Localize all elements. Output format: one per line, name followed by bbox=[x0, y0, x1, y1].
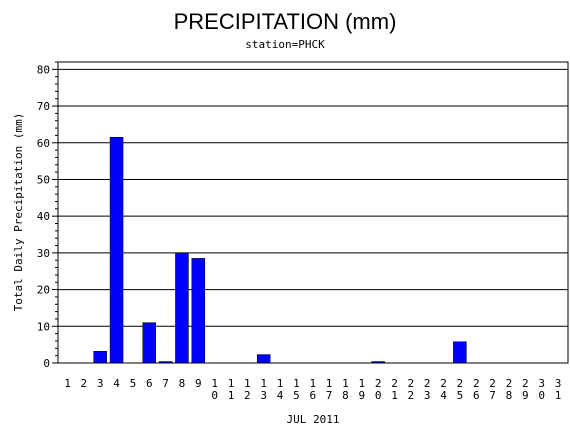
x-tick-label: 7 bbox=[162, 377, 169, 390]
x-tick-label: 6 bbox=[146, 377, 153, 390]
y-tick-label: 50 bbox=[37, 173, 50, 186]
y-tick-label: 80 bbox=[37, 63, 50, 76]
x-axis-ticks: 1 2 3 4 5 6 7 8 9 1 01 11 21 31 41 51 61 71 81 92 02 12 22 32 42… bbox=[64, 377, 561, 402]
x-tick-label: 5 bbox=[130, 377, 137, 390]
x-tick-label: 3 bbox=[97, 377, 104, 390]
y-tick-label: 0 bbox=[43, 357, 50, 370]
bar-day-8 bbox=[175, 252, 189, 364]
bar-day-6 bbox=[142, 322, 156, 364]
y-tick-label: 70 bbox=[37, 100, 50, 113]
x-tick-label: 8 bbox=[179, 377, 186, 390]
plot-frame bbox=[57, 61, 569, 364]
bar-day-25 bbox=[453, 341, 467, 364]
y-tick-label: 40 bbox=[37, 210, 50, 223]
bar-day-4 bbox=[109, 137, 124, 364]
x-axis-label: JUL 2011 bbox=[287, 413, 340, 426]
y-axis-label: Total Daily Precipitation (mm) bbox=[12, 113, 25, 312]
bar-day-13 bbox=[256, 354, 271, 364]
y-tick-label: 10 bbox=[37, 320, 50, 333]
bars bbox=[93, 137, 467, 364]
x-tick-label: 9 bbox=[195, 377, 202, 390]
chart-subtitle: station=PHCK bbox=[245, 38, 325, 51]
y-tick-label: 30 bbox=[37, 247, 50, 260]
y-tick-label: 20 bbox=[37, 284, 50, 297]
x-tick-label: 1 bbox=[64, 377, 71, 390]
chart-title: PRECIPITATION (mm) bbox=[174, 9, 397, 34]
bar-day-3 bbox=[93, 351, 107, 364]
grid-lines bbox=[58, 68, 568, 327]
x-tick-label: 4 bbox=[113, 377, 120, 390]
bar-day-9 bbox=[191, 258, 206, 364]
x-tick-label: 2 bbox=[81, 377, 88, 390]
y-tick-label: 60 bbox=[37, 137, 50, 150]
y-axis-ticks: 0 10 20 30 40 50 60 70 80 bbox=[37, 61, 58, 370]
